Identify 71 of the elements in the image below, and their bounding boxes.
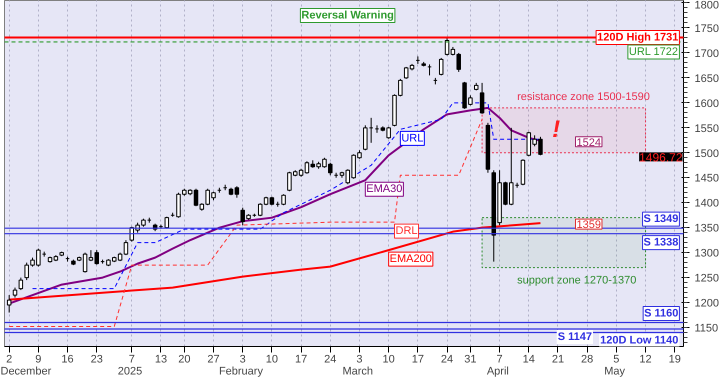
y-tick-label: 1300 (694, 248, 719, 260)
ref-line-label: 120D High 1731 (597, 31, 678, 44)
ref-line-label: URL 1722 (628, 46, 678, 58)
x-tick-label: 10 (382, 354, 395, 366)
y-tick-label: 1800 (694, 0, 719, 12)
candlestick (438, 57, 444, 76)
text: May (604, 366, 626, 378)
candlestick (6, 294, 12, 314)
x-tick-label: 9 (35, 354, 42, 366)
candlestick (520, 158, 526, 186)
y-tick-label: 1400 (694, 198, 719, 210)
ref-line-label: 120D Low 1140 (600, 334, 678, 347)
x-tick-label: 3 (356, 354, 363, 366)
x-tick-label: 31 (464, 354, 477, 366)
y-tick-label: 1250 (694, 272, 719, 285)
x-tick-label: 7 (496, 354, 503, 366)
x-tick-label: 14 (522, 354, 535, 366)
x-tick-label: 12 (639, 354, 652, 366)
y-tick-label: 1150 (694, 322, 718, 335)
candlestick (363, 124, 368, 151)
annotation: 1359 (576, 219, 601, 232)
y-tick-label: 1600 (694, 98, 719, 110)
band-label: support zone 1270-1370 (517, 274, 636, 287)
text: March (342, 366, 373, 378)
x-tick-label: 17 (294, 354, 308, 366)
band-label: resistance zone 1500-1590 (517, 90, 650, 103)
candlestick (12, 287, 18, 298)
x-tick-label: 27 (207, 354, 220, 366)
x-tick-label: 24 (440, 354, 454, 366)
x-tick-label: 7 (128, 354, 135, 366)
candlestick (480, 82, 484, 114)
x-tick-label: 2 (6, 354, 12, 366)
y-tick-label: 1200 (694, 298, 719, 310)
y-tick-label: 1450 (694, 172, 719, 185)
series-label: DRL (396, 225, 418, 238)
y-tick-label: 1650 (694, 72, 719, 85)
x-tick-label: 21 (552, 354, 564, 366)
x-tick-label: 20 (178, 354, 190, 366)
candlestick (281, 194, 286, 206)
annotation: ! (552, 116, 560, 143)
x-tick-label: 3 (240, 354, 246, 366)
text: February (218, 366, 264, 378)
y-tick-label: 1700 (694, 48, 719, 60)
line-series (8, 118, 483, 328)
series-label: EMA30 (366, 183, 402, 196)
x-tick-label: 16 (61, 354, 74, 366)
candlestick (18, 277, 24, 291)
annotation: 1524 (576, 136, 601, 149)
ref-line-label: S 1147 (558, 331, 592, 344)
annotation: 1496.72 (639, 150, 683, 164)
text: December (0, 366, 52, 378)
series-label: URL (401, 132, 424, 144)
ref-line-label: S 1160 (644, 308, 678, 320)
text: April (486, 366, 509, 378)
x-tick-label: 13 (154, 354, 168, 366)
x-tick-label: 24 (324, 354, 336, 366)
y-tick-label: 1750 (694, 22, 719, 35)
annotation: Reversal Warning (301, 10, 394, 22)
y-tick-label: 1500 (694, 148, 719, 160)
series-label: EMA200 (390, 253, 432, 266)
x-tick-label: 28 (581, 354, 594, 366)
ref-line-label: S 1349 (644, 213, 678, 226)
x-tick-label: 23 (90, 354, 103, 366)
ref-line-label: S 1338 (644, 236, 678, 249)
x-tick-label: 10 (266, 354, 278, 366)
y-tick-label: 1350 (694, 222, 719, 235)
x-tick-label: 19 (668, 354, 681, 366)
x-tick-label: 17 (412, 354, 424, 366)
y-tick-label: 1550 (694, 122, 719, 135)
x-tick-label: 5 (613, 354, 620, 366)
text: 2025 (118, 366, 142, 378)
